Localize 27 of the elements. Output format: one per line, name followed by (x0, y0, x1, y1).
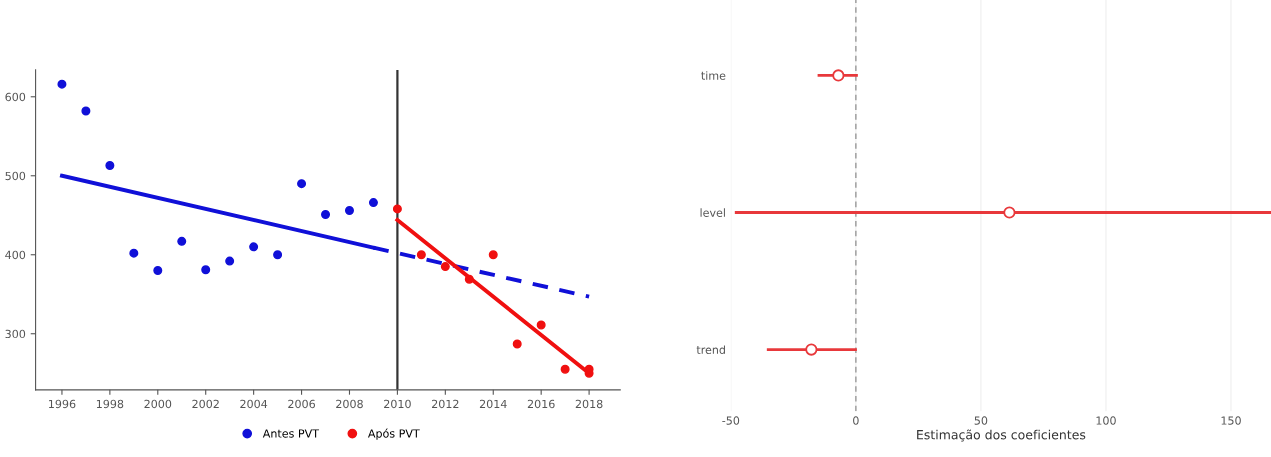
y-tick-label: 500 (5, 171, 26, 181)
y-tick-label: 300 (5, 329, 26, 339)
y-tick-label: trend (696, 345, 725, 354)
y-tick-label: level (700, 208, 725, 217)
x-tick-label: 100 (1096, 416, 1116, 425)
x-tick-label: 2012 (432, 399, 459, 409)
x-tick-label: -50 (722, 416, 740, 425)
x-tick-label: 2014 (479, 399, 507, 409)
x-tick-label: 1996 (49, 399, 76, 409)
y-tick-label: 400 (5, 250, 26, 260)
x-tick-label: 0 (853, 416, 859, 425)
x-tick-label: 2018 (575, 399, 603, 409)
x-tick-label: 1998 (96, 399, 124, 409)
x-tick-label: 2006 (288, 399, 315, 409)
x-axis-title: Estimação dos coeficientes (917, 429, 1086, 442)
x-tick-label: 150 (1221, 416, 1241, 425)
x-tick-label: 2002 (192, 399, 219, 409)
x-tick-label: 2016 (527, 399, 555, 409)
x-tick-label: 2000 (144, 399, 172, 409)
x-tick-label: 50 (974, 416, 988, 425)
legend-label: Após PVT (367, 428, 420, 440)
x-tick-label: 2010 (384, 399, 411, 409)
y-tick-label: time (701, 71, 726, 80)
x-tick-label: 2004 (240, 399, 268, 409)
legend-label: Antes PVT (262, 429, 320, 438)
y-tick-label: 600 (5, 92, 26, 102)
x-tick-label: 2008 (336, 399, 363, 409)
